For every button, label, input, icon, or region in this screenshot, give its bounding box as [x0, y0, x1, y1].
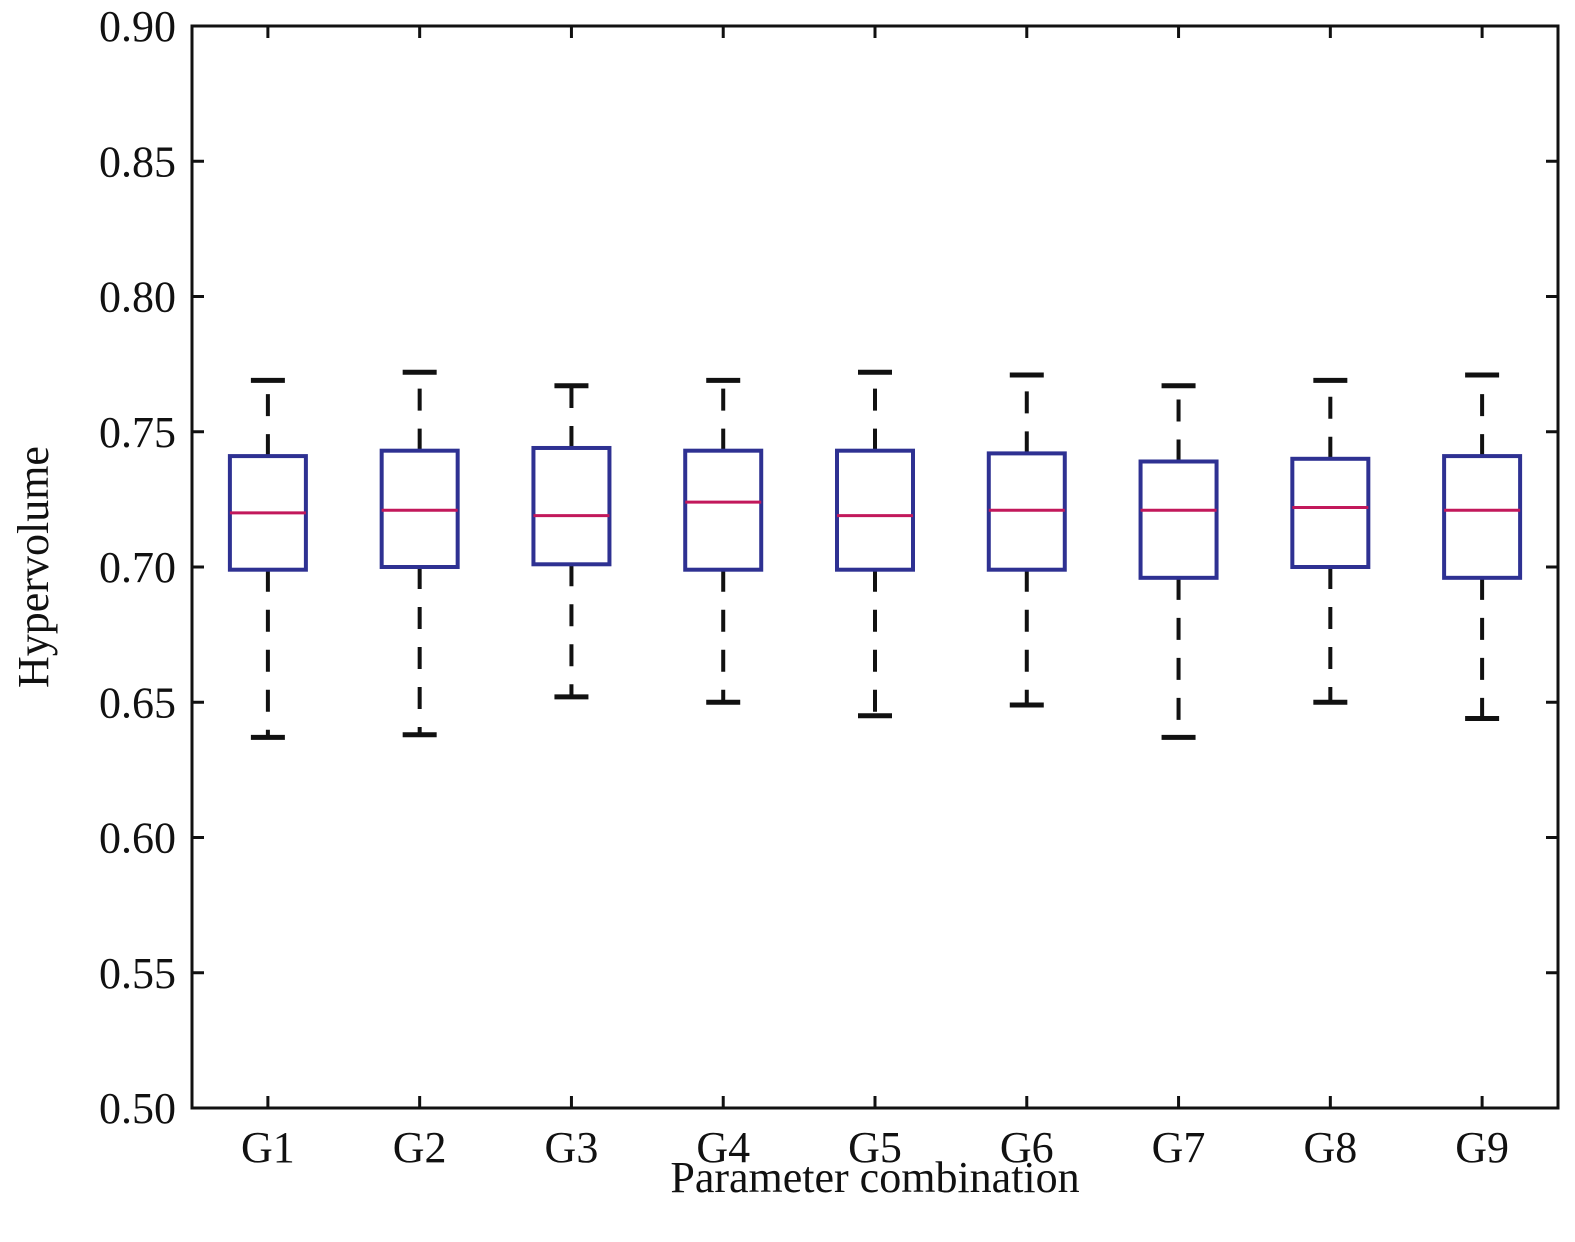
- y-tick-label: 0.65: [99, 678, 176, 727]
- box-g2: [379, 369, 460, 738]
- x-tick-label: G3: [545, 1123, 599, 1172]
- x-tick-label: G9: [1455, 1123, 1509, 1172]
- box-g3: [531, 383, 612, 700]
- iqr-box: [1442, 454, 1523, 580]
- box-g9: [1442, 372, 1523, 721]
- box-g4: [683, 377, 764, 705]
- y-tick-label: 0.85: [99, 137, 176, 186]
- x-axis: G1 G2 G3 G4 G5 G6 G7 G8 G9: [241, 26, 1509, 1172]
- y-tick-label: 0.50: [99, 1084, 176, 1133]
- iqr-box: [531, 445, 612, 567]
- box-g8: [1290, 377, 1371, 705]
- y-tick-label: 0.55: [99, 949, 176, 998]
- y-tick-label: 0.90: [99, 2, 176, 51]
- x-tick-label: G5: [848, 1123, 902, 1172]
- x-tick-label: G7: [1152, 1123, 1206, 1172]
- y-tick-label: 0.60: [99, 814, 176, 863]
- x-tick-label: G4: [696, 1123, 750, 1172]
- x-tick-label: G1: [241, 1123, 295, 1172]
- x-tick-label: G6: [1000, 1123, 1054, 1172]
- x-axis-label: Parameter combination: [670, 1153, 1079, 1202]
- iqr-box: [683, 448, 764, 572]
- x-tick-label: G2: [393, 1123, 447, 1172]
- box-g7: [1138, 383, 1219, 740]
- iqr-box: [1138, 459, 1219, 580]
- y-tick-label: 0.75: [99, 408, 176, 457]
- y-axis-label: Hypervolume: [9, 446, 58, 688]
- y-tick-label: 0.80: [99, 273, 176, 322]
- x-tick-label: G8: [1303, 1123, 1357, 1172]
- box-g1: [227, 377, 308, 740]
- box-series: [227, 369, 1523, 740]
- y-tick-label: 0.70: [99, 543, 176, 592]
- box-g6: [986, 372, 1067, 708]
- y-axis: 0.50 0.55 0.60 0.65 0.70 0.75 0.80 0.85 0.90: [99, 2, 1558, 1133]
- iqr-box: [1290, 456, 1371, 569]
- box-g5: [835, 369, 915, 719]
- iqr-box: [835, 448, 915, 572]
